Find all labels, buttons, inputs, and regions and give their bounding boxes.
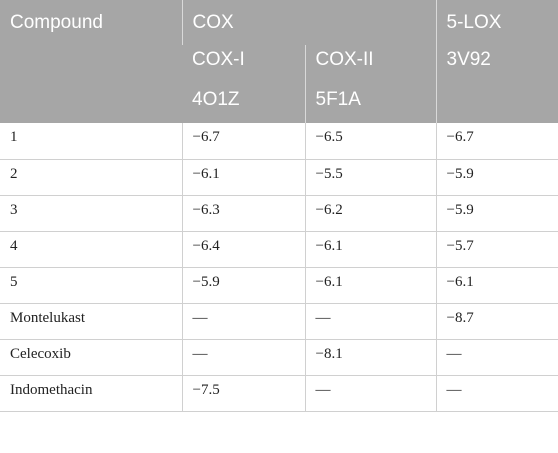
cell-5-lox: −8.7 (435, 302, 558, 339)
cell-cox-ii: −6.2 (304, 194, 436, 231)
cell-compound: 3 (0, 194, 182, 231)
cell-compound: 5 (0, 266, 182, 303)
cell-5-lox: −6.7 (435, 123, 558, 159)
table-row: Montelukast — — −8.7 (0, 302, 558, 339)
cell-cox-ii: −5.5 (304, 158, 436, 195)
cell-cox-ii: −6.5 (304, 123, 436, 159)
table-row: 4 −6.4 −6.1 −5.7 (0, 230, 558, 267)
cell-5-lox: — (435, 338, 558, 375)
header-cox-ii-pdb: 5F1A (304, 81, 436, 123)
cell-cox-i: −6.3 (181, 194, 305, 231)
table-row: 1 −6.7 −6.5 −6.7 (0, 123, 558, 159)
cell-5-lox: −5.9 (435, 194, 558, 231)
table-row: Celecoxib — −8.1 — (0, 338, 558, 375)
table-body: 1 −6.7 −6.5 −6.7 2 −6.1 −5.5 −5.9 3 −6.3… (0, 123, 558, 412)
cell-compound: Indomethacin (0, 374, 182, 412)
cell-cox-ii: −8.1 (304, 338, 436, 375)
cell-compound: 4 (0, 230, 182, 267)
header-cox: COX (181, 0, 436, 45)
cell-cox-i: −6.4 (181, 230, 305, 267)
cell-compound: 1 (10, 129, 18, 146)
cell-compound: Montelukast (0, 302, 182, 339)
cell-cox-ii: −6.1 (304, 266, 436, 303)
table-row: 5 −5.9 −6.1 −6.1 (0, 266, 558, 303)
cell-5-lox: −5.7 (435, 230, 558, 267)
header-cox-i: COX-I (182, 45, 305, 81)
cell-cox-i: −6.1 (181, 158, 305, 195)
cell-5-lox: — (435, 374, 558, 412)
header-5-lox: 5-LOX (435, 0, 558, 45)
cell-compound: 2 (0, 158, 182, 195)
cell-cox-i: −6.7 (181, 123, 305, 159)
cell-cox-ii: — (304, 302, 436, 339)
cell-5-lox: −5.9 (435, 158, 558, 195)
table-row: 2 −6.1 −5.5 −5.9 (0, 158, 558, 195)
cell-5-lox: −6.1 (435, 266, 558, 303)
table-header: Compound COX 5-LOX COX-I COX-II 3V92 4O1… (0, 0, 558, 123)
table-row: Indomethacin −7.5 — — (0, 374, 558, 412)
header-compound: Compound (0, 0, 182, 123)
cell-cox-ii: — (304, 374, 436, 412)
table-row: 3 −6.3 −6.2 −5.9 (0, 194, 558, 231)
cell-cox-i: −7.5 (181, 374, 305, 412)
cell-cox-i: −5.9 (181, 266, 305, 303)
cell-cox-i: — (181, 338, 305, 375)
header-cox-ii: COX-II (304, 45, 436, 81)
cell-cox-ii: −6.1 (304, 230, 436, 267)
docking-score-table: Compound COX 5-LOX COX-I COX-II 3V92 4O1… (0, 0, 558, 412)
cell-cox-i: — (181, 302, 305, 339)
header-cox-i-pdb: 4O1Z (182, 81, 305, 123)
cell-compound: Celecoxib (0, 338, 182, 375)
header-lox-pdb: 3V92 (435, 45, 558, 123)
